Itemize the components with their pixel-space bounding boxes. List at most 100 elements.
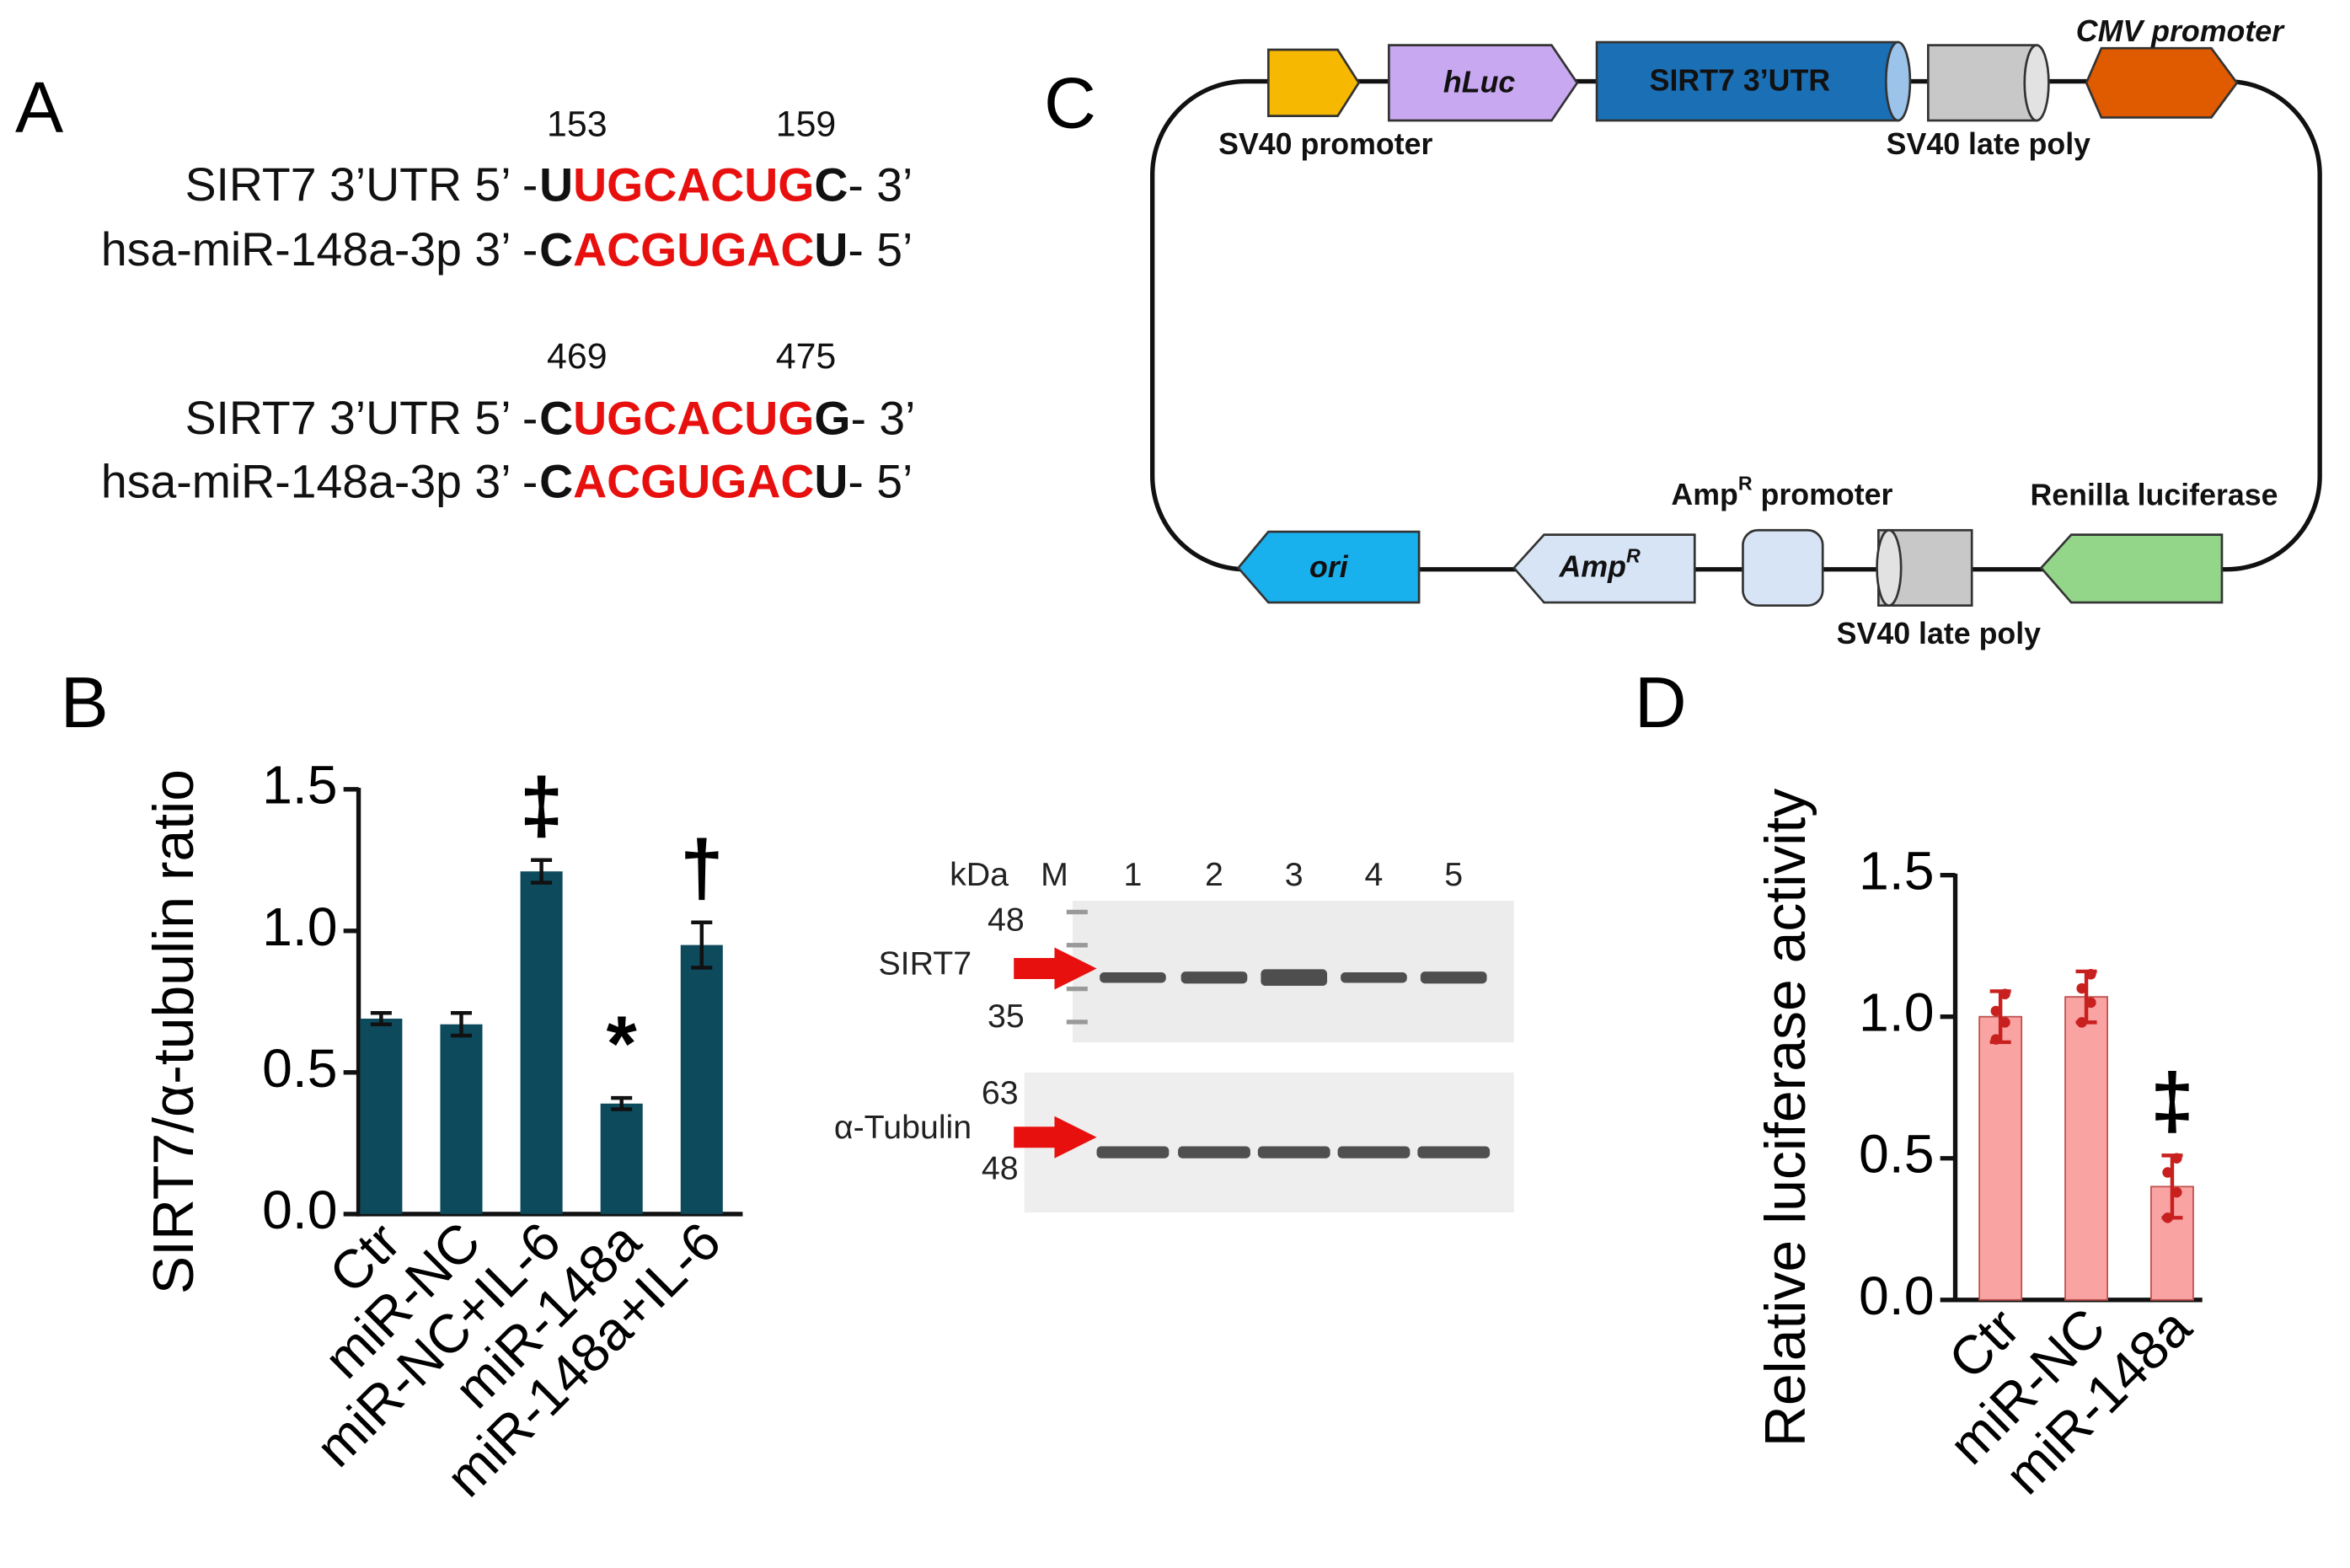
kda-label: kDa — [950, 856, 1009, 893]
marker-band — [1066, 943, 1088, 948]
nucleotides: UGCACUG — [573, 392, 814, 444]
panel-label: D — [1635, 662, 1687, 743]
feature-label-part: Amp — [1671, 478, 1737, 511]
utr-cap — [1884, 40, 1912, 122]
lane-label: 1 — [1124, 856, 1143, 893]
kda-marker: 48 — [982, 1149, 1019, 1186]
bar-chart: D Relative luciferase activity 0.0 0.5 1.0 1.… — [1635, 662, 2203, 1506]
data-point — [2076, 1017, 2087, 1028]
bands — [1066, 909, 1491, 1159]
kda-marker: 48 — [988, 901, 1025, 938]
bar — [1978, 1015, 2023, 1301]
feature-label: SV40 late poly — [1837, 617, 2042, 650]
arrow — [1014, 1116, 1097, 1159]
sequence: UUGCACUGC- 3’ — [539, 158, 913, 211]
bar — [680, 945, 723, 1214]
sequence-name: SIRT7 3’UTR 5’ - — [185, 158, 538, 211]
significance-mark: ‡ — [2150, 1057, 2194, 1145]
feature-label: AmpR — [1559, 545, 1641, 585]
feature-label: CMV promoter — [2076, 14, 2285, 48]
band — [1178, 1146, 1250, 1159]
band — [1100, 971, 1166, 983]
blot-membrane — [1024, 1072, 1514, 1213]
data-point — [1990, 1034, 2002, 1045]
cmv-shape — [2085, 46, 2239, 119]
superscript: R — [1738, 473, 1753, 495]
nucleotides: U — [539, 158, 573, 211]
bar — [600, 1103, 643, 1214]
panel-label: A — [15, 67, 64, 148]
panel-c: C hLuc SIRT7 3’UTR SV40 promoter SV40 la… — [1044, 14, 2322, 650]
error-bar — [611, 1095, 633, 1111]
y-axis-label: Relative luciferase activity — [1754, 789, 1817, 1447]
position-label: 475 — [776, 336, 837, 377]
sequence-name: hsa-miR-148a-3p 3’ - — [101, 223, 538, 276]
sequence: CUGCACUGG- 3’ — [539, 392, 915, 444]
y-axis-label: SIRT7/α-tubulin ratio — [142, 769, 206, 1294]
y-tick-label: 0.5 — [1859, 1124, 1934, 1185]
band — [1420, 971, 1487, 984]
superscript: R — [1626, 545, 1641, 567]
lane-label: 3 — [1285, 856, 1303, 893]
nucleotides: C — [814, 158, 848, 211]
y-tick-label: 0.5 — [262, 1038, 337, 1099]
bar — [440, 1024, 483, 1214]
band — [1337, 1146, 1411, 1159]
sequence-end: - 3’ — [850, 392, 915, 444]
band — [1341, 971, 1407, 983]
sequence-name: SIRT7 3’UTR 5’ - — [185, 392, 538, 444]
data-point — [2171, 1186, 2182, 1198]
bar — [520, 871, 563, 1214]
ampr-promoter-shape — [1742, 528, 1824, 607]
significance-mark: ‡ — [520, 762, 564, 849]
band — [1417, 1146, 1491, 1159]
nucleotides: G — [814, 392, 850, 444]
data-point — [2076, 982, 2087, 994]
kda-marker: 35 — [988, 998, 1025, 1035]
sequence-end: - 5’ — [848, 455, 913, 507]
feature-label-part: promoter — [1753, 478, 1893, 511]
marker-band — [1066, 1019, 1088, 1025]
feature-label: hLuc — [1443, 66, 1516, 99]
error-bar — [370, 1011, 392, 1026]
nucleotides: C — [539, 392, 573, 444]
marker-label: M — [1041, 856, 1068, 893]
feature-label: Renilla luciferase — [2030, 478, 2278, 511]
bar — [360, 1018, 403, 1214]
error-bar — [531, 858, 553, 885]
bar — [2064, 996, 2108, 1301]
ori-shape — [1236, 530, 1421, 604]
data-point — [2162, 1212, 2173, 1223]
protein-label: SIRT7 — [878, 945, 972, 982]
error-bar — [691, 920, 713, 970]
sequence-name: hsa-miR-148a-3p 3’ - — [101, 455, 538, 507]
feature-label: SV40 promoter — [1218, 127, 1432, 161]
data-point — [1999, 988, 2010, 1000]
data-point — [1999, 1017, 2010, 1028]
nucleotides: C — [539, 223, 573, 276]
protein-label: α-Tubulin — [834, 1109, 972, 1146]
nucleotides: U — [814, 223, 848, 276]
y-tick-label: 1.5 — [262, 755, 337, 816]
poly-cap — [2023, 44, 2050, 122]
sequence-end: - 5’ — [848, 223, 913, 276]
nucleotides: UGCACUG — [573, 158, 814, 211]
band — [1096, 1146, 1170, 1159]
y-tick-label: 0.0 — [262, 1180, 337, 1240]
poly-cap — [1876, 528, 1903, 607]
band — [1261, 969, 1328, 987]
feature-label: SV40 late poly — [1887, 127, 2091, 161]
significance-mark: † — [680, 824, 724, 912]
western-blot: kDa M SIRT7 48 35 α-Tubulin 63 48 1 2 3 4 5 — [834, 856, 1514, 1213]
feature-label: AmpR promoter — [1671, 473, 1892, 512]
feature-label: SIRT7 3’UTR — [1650, 64, 1831, 98]
error-bar — [450, 1011, 472, 1038]
utr-shape — [1595, 40, 1899, 122]
panel-label: B — [61, 662, 109, 743]
y-tick-label: 1.5 — [1859, 841, 1934, 902]
sequence: CACGUGACU- 5’ — [539, 223, 913, 276]
